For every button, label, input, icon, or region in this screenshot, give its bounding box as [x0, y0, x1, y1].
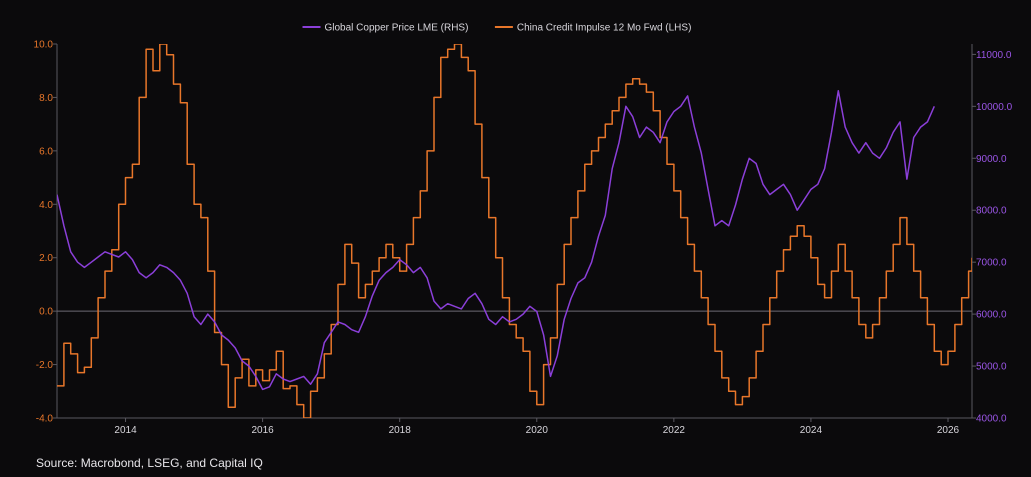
left-tick-label: 2.0: [39, 253, 53, 264]
left-tick-label: 6.0: [39, 146, 53, 157]
right-tick-label: 8000.0: [976, 206, 1007, 217]
x-tick-label: 2022: [663, 425, 686, 436]
x-tick-label: 2016: [251, 425, 274, 436]
source-note: Source: Macrobond, LSEG, and Capital IQ: [36, 456, 263, 470]
left-tick-label: 8.0: [39, 93, 53, 104]
right-tick-label: 11000.0: [976, 50, 1012, 61]
series-line-credit-impulse: [57, 44, 972, 418]
x-tick-label: 2018: [389, 425, 412, 436]
x-tick-label: 2020: [526, 425, 549, 436]
right-tick-label: 6000.0: [976, 310, 1007, 321]
right-tick-label: 5000.0: [976, 362, 1007, 373]
x-tick-label: 2014: [114, 425, 137, 436]
left-tick-label: -4.0: [36, 414, 54, 425]
axes: 10.0 8.0 6.0 4.0 2.0 0.0 -2.0 -4.0 11000.0 10000.…: [34, 40, 1013, 437]
left-tick-label: 10.0: [34, 40, 54, 51]
right-tick-label: 4000.0: [976, 414, 1007, 425]
legend: Global Copper Price LME (RHS) China Credi…: [302, 23, 692, 34]
series-line-copper-price: [57, 90, 935, 391]
left-tick-label: 0.0: [39, 307, 53, 318]
x-tick-label: 2026: [937, 425, 960, 436]
left-tick-label: -2.0: [36, 360, 54, 371]
legend-label: Global Copper Price LME (RHS): [325, 23, 469, 34]
legend-label: China Credit Impulse 12 Mo Fwd (LHS): [517, 23, 692, 34]
right-tick-label: 7000.0: [976, 258, 1007, 269]
x-tick-label: 2024: [800, 425, 823, 436]
plot-area: [57, 44, 972, 418]
right-tick-label: 10000.0: [976, 102, 1013, 113]
left-tick-label: 4.0: [39, 200, 53, 211]
right-tick-label: 9000.0: [976, 154, 1007, 165]
